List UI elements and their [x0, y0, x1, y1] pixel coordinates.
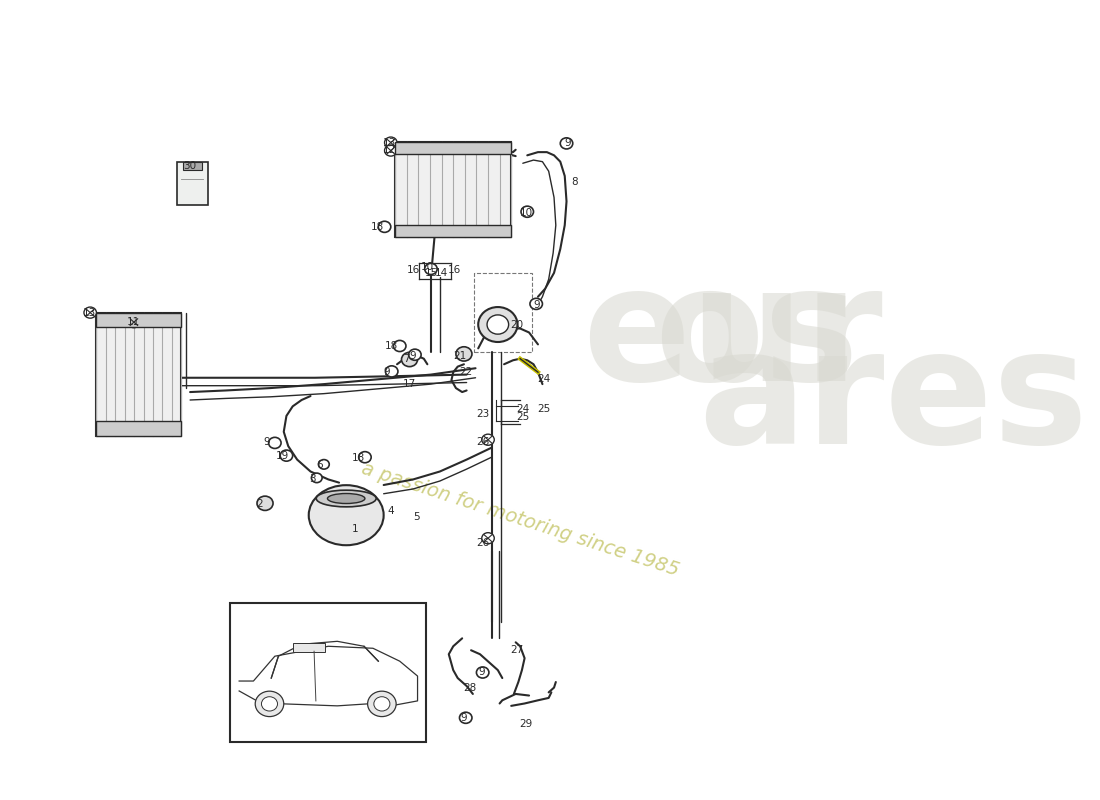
Circle shape: [374, 697, 389, 711]
Text: 27: 27: [510, 646, 524, 655]
Bar: [97, 313, 182, 327]
Circle shape: [482, 533, 494, 544]
Text: 23: 23: [476, 409, 490, 418]
Text: 13: 13: [82, 308, 96, 318]
Circle shape: [394, 341, 406, 351]
Circle shape: [262, 697, 277, 711]
Bar: [474, 273, 531, 352]
Text: 25: 25: [538, 404, 551, 414]
Circle shape: [311, 473, 322, 482]
Text: 15: 15: [426, 268, 439, 278]
Circle shape: [478, 307, 517, 342]
Text: 9: 9: [564, 138, 571, 148]
Circle shape: [84, 307, 97, 318]
Text: 14: 14: [434, 268, 449, 278]
Text: 16: 16: [407, 265, 420, 274]
Text: 13: 13: [383, 138, 396, 147]
Text: 22: 22: [459, 367, 472, 377]
Bar: [97, 422, 182, 436]
Circle shape: [482, 434, 494, 446]
Text: 8: 8: [571, 177, 578, 186]
Text: 6: 6: [316, 460, 322, 470]
Text: 24: 24: [538, 374, 551, 384]
Circle shape: [385, 145, 397, 156]
Bar: [395, 142, 512, 237]
Circle shape: [385, 366, 398, 377]
Ellipse shape: [328, 494, 365, 503]
Text: 9: 9: [532, 300, 539, 310]
Bar: [97, 313, 182, 436]
Text: 12: 12: [383, 145, 396, 154]
Ellipse shape: [309, 485, 384, 546]
Text: 9: 9: [383, 367, 389, 377]
Circle shape: [460, 712, 472, 723]
Circle shape: [268, 438, 282, 449]
Text: 4: 4: [387, 506, 394, 516]
Text: eur: eur: [583, 259, 883, 414]
Text: 29: 29: [519, 719, 532, 729]
Circle shape: [408, 349, 421, 360]
Text: 9: 9: [461, 713, 468, 722]
Text: os: os: [653, 259, 859, 414]
Text: 21: 21: [453, 350, 466, 361]
Circle shape: [255, 691, 284, 717]
Text: 9: 9: [478, 667, 485, 678]
Circle shape: [476, 667, 488, 678]
Bar: [395, 226, 512, 237]
Text: 7: 7: [403, 354, 409, 365]
Ellipse shape: [316, 490, 376, 507]
Circle shape: [530, 298, 542, 310]
Circle shape: [359, 452, 371, 462]
Bar: [230, 602, 427, 742]
Circle shape: [521, 206, 534, 218]
Text: 10: 10: [421, 262, 433, 272]
Circle shape: [378, 222, 390, 232]
Text: 18: 18: [385, 341, 398, 351]
Text: 26: 26: [476, 538, 490, 548]
Circle shape: [425, 263, 437, 274]
Text: 26: 26: [476, 437, 490, 447]
Text: 1: 1: [352, 524, 359, 534]
Text: 28: 28: [463, 682, 476, 693]
Text: 2: 2: [256, 499, 263, 509]
Text: 9: 9: [410, 350, 417, 361]
Circle shape: [385, 137, 397, 148]
Bar: [183, 162, 201, 170]
Text: 18: 18: [352, 453, 365, 463]
Text: 16: 16: [448, 265, 461, 274]
Circle shape: [487, 315, 508, 334]
Circle shape: [367, 691, 396, 717]
Text: 25: 25: [517, 412, 530, 422]
Text: 20: 20: [510, 319, 524, 330]
Text: 19: 19: [276, 451, 289, 462]
Text: 17: 17: [403, 379, 416, 389]
Bar: [395, 142, 512, 154]
Circle shape: [560, 138, 573, 149]
Text: 11: 11: [126, 317, 140, 327]
Circle shape: [402, 352, 418, 366]
Circle shape: [257, 496, 273, 510]
Circle shape: [319, 459, 329, 469]
Text: ares: ares: [698, 322, 1089, 478]
Bar: [293, 643, 324, 652]
Circle shape: [455, 346, 472, 361]
Circle shape: [128, 317, 140, 328]
Text: 24: 24: [517, 404, 530, 414]
Circle shape: [280, 450, 293, 461]
Text: 9: 9: [264, 437, 271, 447]
Text: 3: 3: [309, 474, 316, 484]
Bar: [177, 162, 208, 206]
Text: 18: 18: [371, 222, 384, 232]
Text: 30: 30: [184, 161, 196, 170]
Text: a passion for motoring since 1985: a passion for motoring since 1985: [359, 458, 681, 580]
Text: 10: 10: [520, 207, 532, 218]
Text: 5: 5: [414, 512, 420, 522]
